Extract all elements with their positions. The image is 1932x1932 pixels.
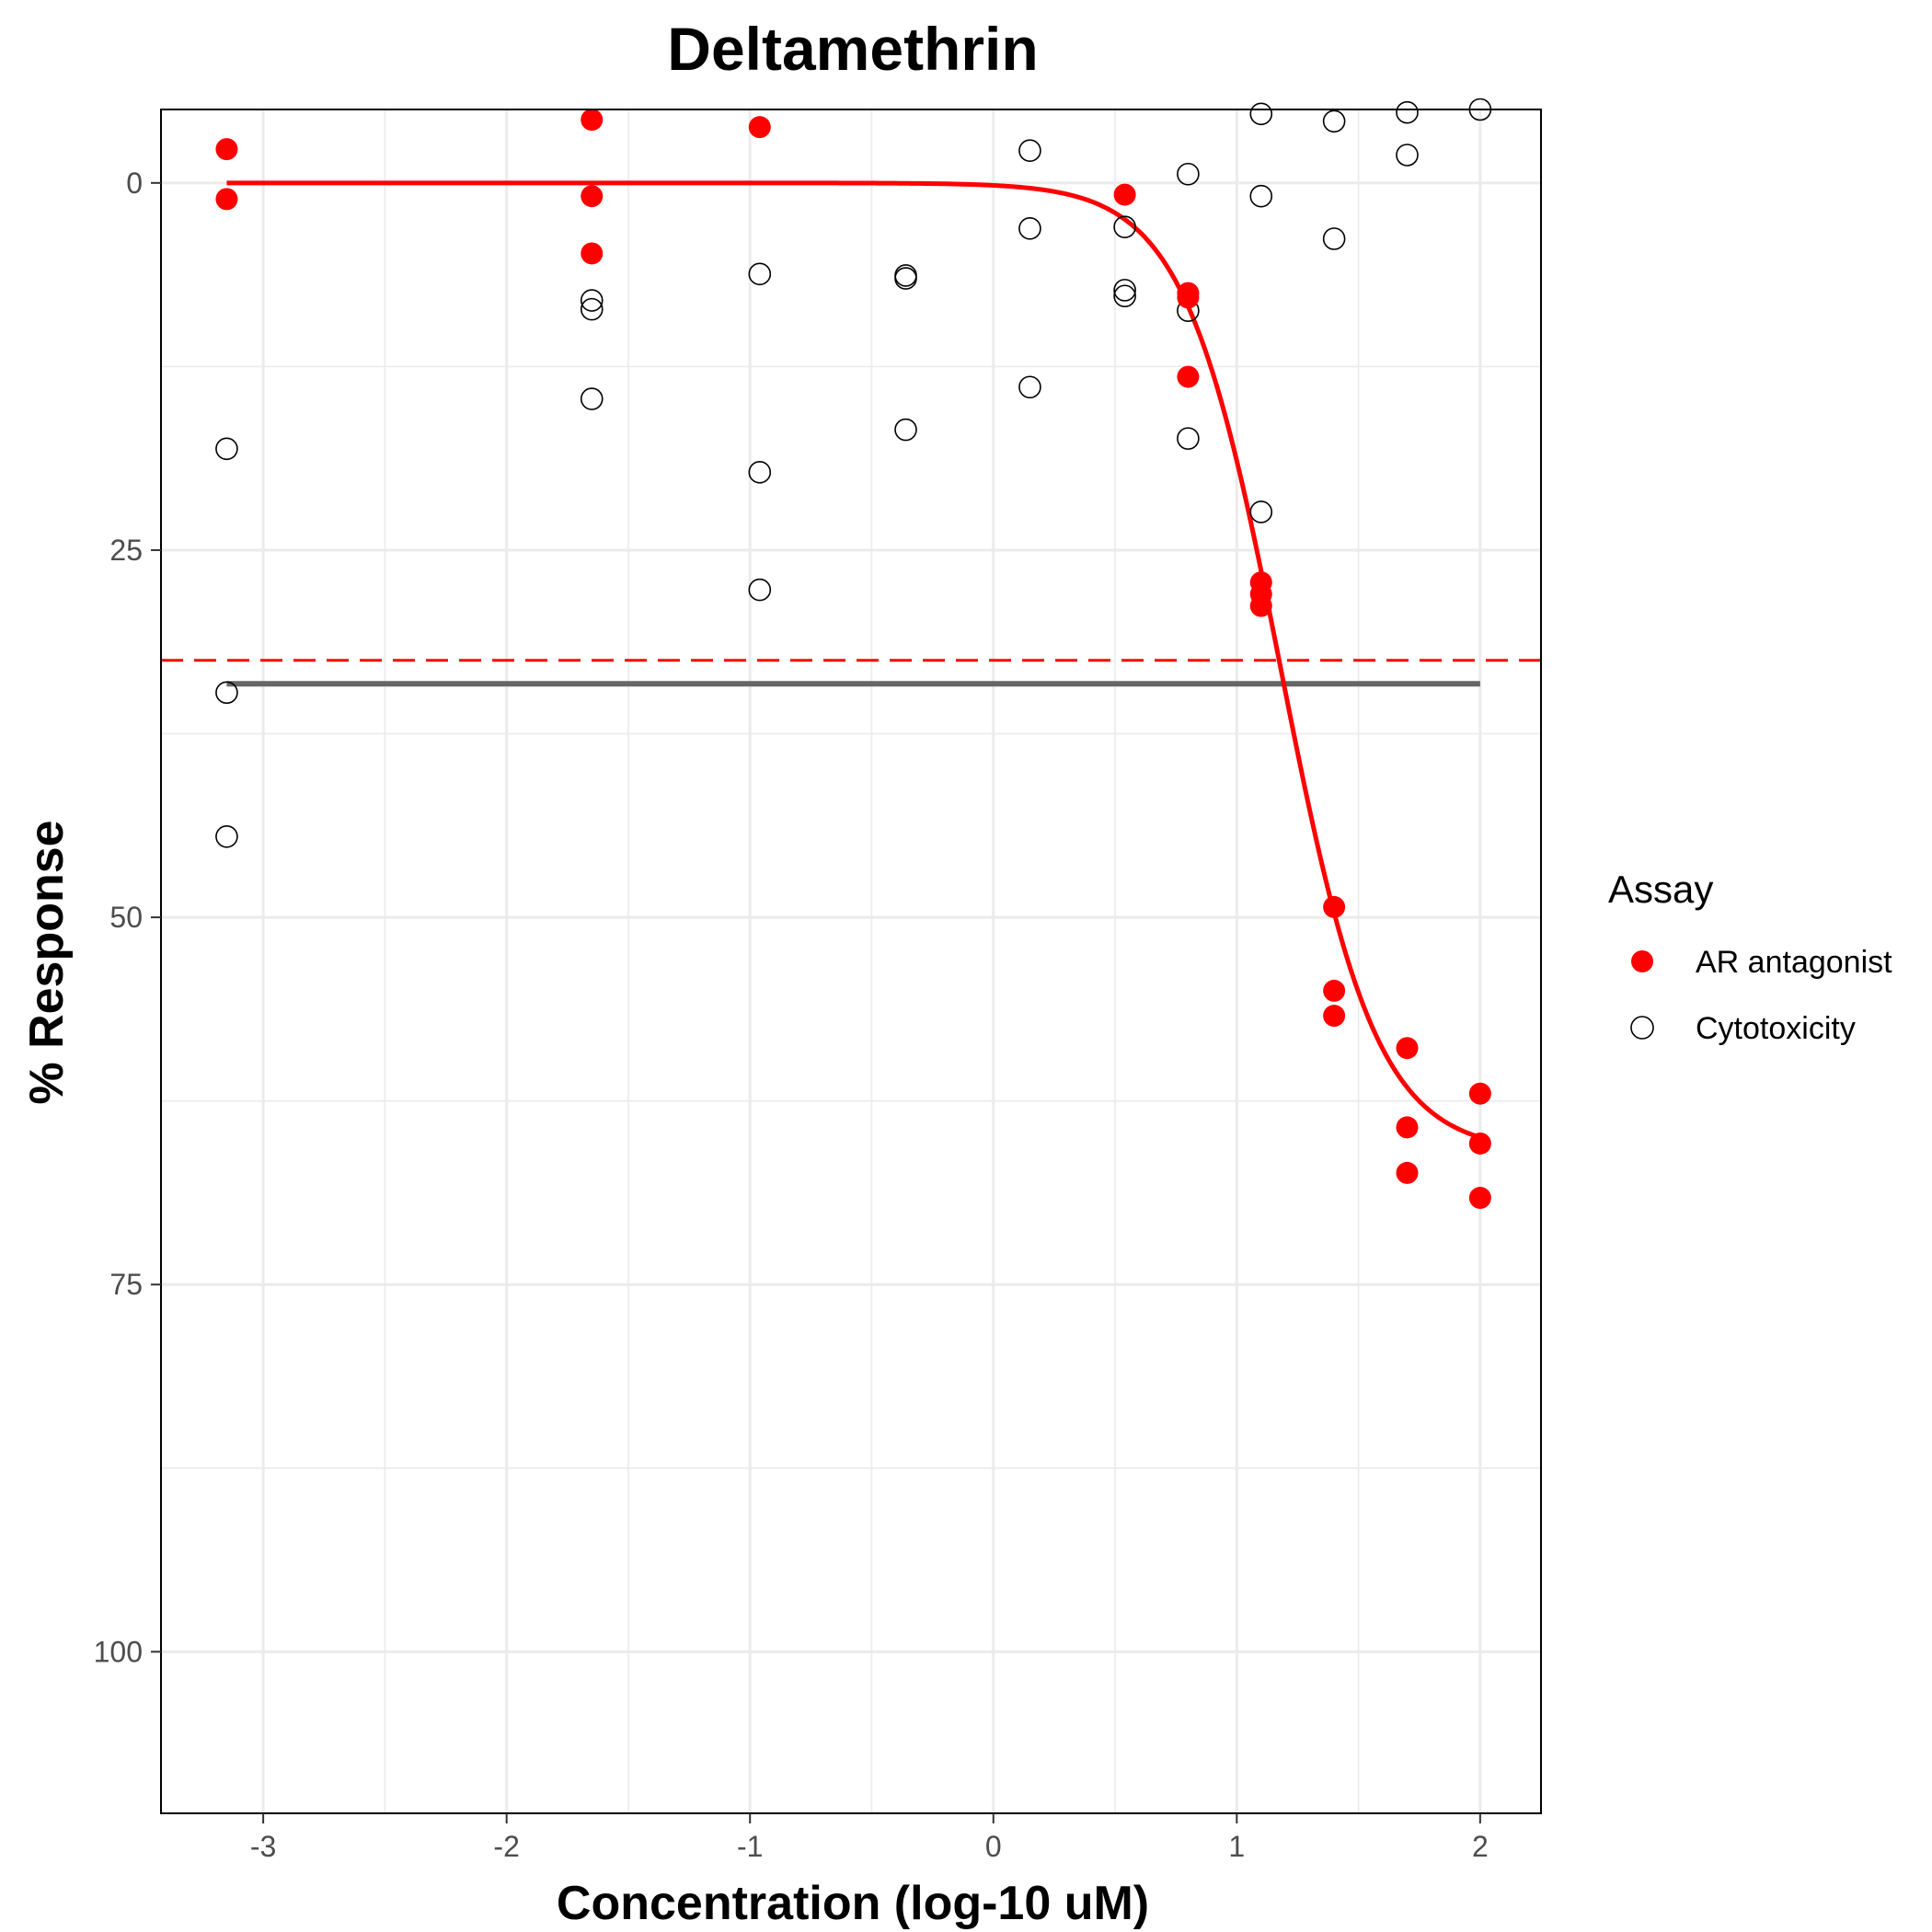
cytotoxicity-point: [580, 289, 604, 312]
cytotoxicity-point: [748, 262, 772, 286]
ar-antagonist-point: [581, 185, 604, 208]
cytotoxicity-point: [748, 578, 772, 602]
ar-antagonist-point: [1249, 594, 1272, 617]
cytotoxicity-point: [1113, 279, 1136, 302]
hill-fit-curve: [226, 180, 1481, 1140]
ar-antagonist-point: [1323, 1005, 1346, 1028]
cytotoxicity-points: [215, 98, 1492, 848]
ar-antagonist-point: [1323, 895, 1346, 918]
cytotoxicity-point: [1249, 500, 1273, 523]
cytotoxicity-point: [1177, 427, 1200, 450]
cytotoxicity-point: [580, 387, 604, 410]
chart-title: Deltamethrin: [667, 15, 1038, 83]
ar-antagonist-point: [1323, 979, 1346, 1002]
legend-label-cytotoxicity: Cytotoxicity: [1696, 1011, 1856, 1046]
x-axis-title: Concentration (log-10 uM): [557, 1877, 1149, 1930]
cytotoxicity-point: [894, 267, 917, 290]
ar-antagonist-point: [748, 116, 771, 139]
ar-antagonist-point: [581, 109, 604, 132]
x-tick-label: 1: [1228, 1830, 1245, 1863]
cytotoxicity-point: [1249, 102, 1273, 126]
cytotoxicity-point: [1018, 217, 1041, 240]
x-tick-label: -1: [737, 1830, 763, 1863]
ar-antagonist-point: [1396, 1116, 1419, 1139]
cytotoxicity-point: [1018, 375, 1041, 399]
ar-antagonist-point: [1468, 1132, 1491, 1155]
panel-border: [160, 109, 1542, 1814]
cytotoxicity-point: [215, 824, 238, 848]
x-axis-ticks: -3 -2 -1 0 1 2: [250, 1813, 1489, 1863]
cytotoxicity-point: [1113, 284, 1136, 308]
x-tick-label: -3: [250, 1830, 276, 1863]
fit-curve-group: [226, 180, 1481, 1140]
y-tick-label: 0: [126, 167, 143, 200]
y-axis-title: % Response: [20, 820, 74, 1104]
ar-antagonist-points: [215, 109, 1491, 1210]
x-tick-label: 0: [985, 1830, 1002, 1863]
cytotoxicity-point: [894, 418, 917, 442]
y-tick-label: 25: [109, 534, 143, 567]
cytotoxicity-point: [215, 681, 238, 705]
ar-antagonist-point: [1468, 1082, 1491, 1105]
legend-label-ar-antagonist: AR antagonist: [1696, 945, 1892, 980]
grid-minor: [161, 109, 1541, 1813]
ar-antagonist-point: [1177, 286, 1200, 309]
cytotoxicity-point: [1322, 227, 1346, 250]
cytotoxicity-point: [1249, 184, 1273, 208]
cytotoxicity-point: [1396, 100, 1419, 124]
cytotoxicity-point: [1322, 109, 1346, 133]
cytotoxicity-point: [1177, 162, 1200, 186]
x-tick-label: 2: [1472, 1830, 1489, 1863]
x-tick-label: -2: [493, 1830, 519, 1863]
legend-title: Assay: [1608, 868, 1713, 911]
ar-antagonist-point: [1177, 365, 1200, 388]
cytotoxicity-point: [748, 461, 772, 484]
grid-major: [161, 109, 1541, 1813]
ar-antagonist-point: [1468, 1187, 1491, 1210]
ar-antagonist-point: [1396, 1161, 1419, 1184]
cytotoxicity-point: [1396, 144, 1419, 167]
cytotoxicity-point: [580, 297, 604, 321]
legend-key-ar-antagonist: [1631, 950, 1653, 972]
y-tick-label: 75: [109, 1268, 143, 1301]
y-tick-label: 50: [109, 901, 143, 934]
y-tick-label: 100: [94, 1635, 143, 1668]
ar-antagonist-point: [581, 242, 604, 265]
y-axis-ticks: 0 25 50 75 100: [94, 167, 161, 1668]
legend: Assay AR antagonist Cytotoxicity: [1608, 868, 1892, 1046]
cytotoxicity-point: [1113, 215, 1136, 239]
cytotoxicity-point: [215, 437, 238, 461]
cytotoxicity-point: [1018, 139, 1041, 163]
ar-antagonist-point: [215, 138, 238, 161]
reference-lines: [161, 659, 1541, 687]
ar-antagonist-point: [1396, 1037, 1419, 1060]
ar-antagonist-point: [1113, 183, 1136, 206]
legend-key-cytotoxicity: [1630, 1016, 1654, 1040]
ar-antagonist-point: [215, 188, 238, 211]
